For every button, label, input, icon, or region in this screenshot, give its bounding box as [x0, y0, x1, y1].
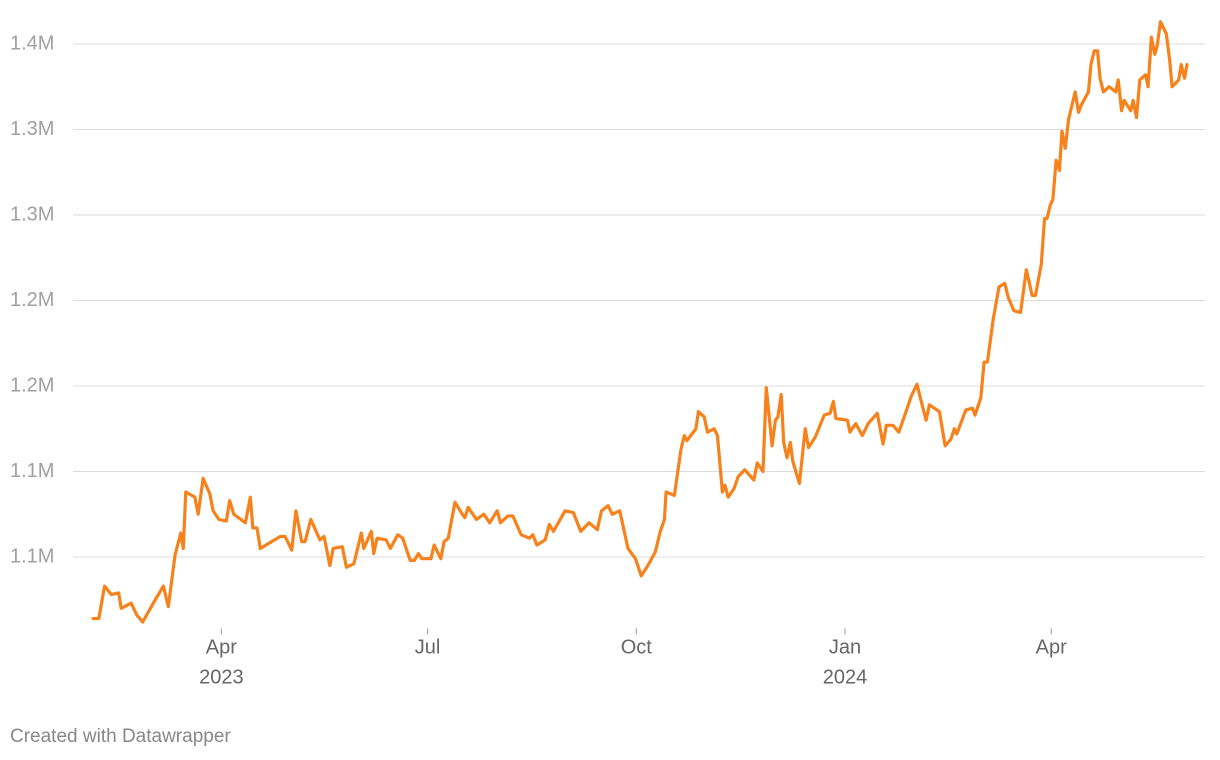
- x-tick-year: 2024: [823, 666, 868, 688]
- x-tick-label: Jul: [415, 636, 441, 658]
- x-tick-label: Oct: [621, 636, 653, 658]
- x-tick-label: Apr: [1036, 636, 1067, 658]
- y-tick-label: 1.1M: [10, 460, 54, 482]
- credit: Created with Datawrapper: [10, 726, 231, 747]
- x-tick-label: Apr: [206, 636, 237, 658]
- y-tick-label: 1.4M: [10, 32, 54, 54]
- y-tick-label: 1.3M: [10, 118, 54, 140]
- line-series: [91, 20, 1189, 624]
- y-tick-label: 1.2M: [10, 374, 54, 396]
- y-tick-label: 1.2M: [10, 289, 54, 311]
- y-tick-label: 1.3M: [10, 203, 54, 225]
- x-tick-label: Jan: [829, 636, 861, 658]
- y-tick-label: 1.1M: [10, 545, 54, 567]
- x-tick-year: 2023: [199, 666, 244, 688]
